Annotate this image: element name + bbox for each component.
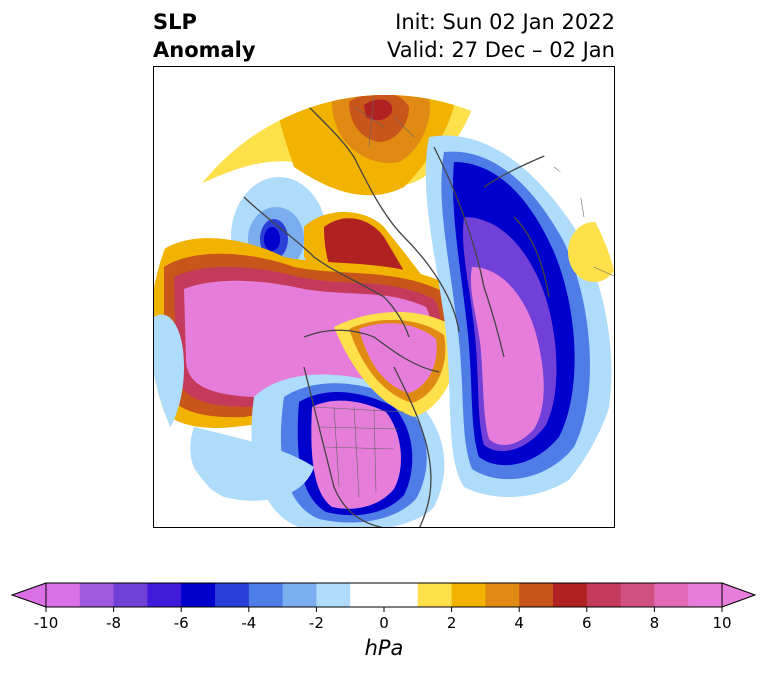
colorbar-tick-label: 8 xyxy=(649,614,660,632)
colorbar-unit: hPa xyxy=(364,636,404,660)
colorbar-tick-label: -4 xyxy=(241,614,257,632)
colorbar-tick-label: 2 xyxy=(446,614,457,632)
colorbar-min-extend xyxy=(10,582,47,608)
colorbar-segment xyxy=(282,583,317,607)
colorbar-tick-label: -6 xyxy=(173,614,189,632)
colorbar-segment xyxy=(654,583,689,607)
anomaly-field xyxy=(154,95,614,527)
colorbar-segment xyxy=(350,583,385,607)
north-america-low-core xyxy=(311,400,401,509)
colorbar xyxy=(10,582,757,612)
date-block: Init: Sun 02 Jan 2022 Valid: 27 Dec – 02… xyxy=(387,8,615,64)
colorbar-tick-label: 0 xyxy=(379,614,389,632)
colorbar-segment xyxy=(384,583,419,607)
colorbar-segment xyxy=(688,583,723,607)
colorbar-tick-label: -8 xyxy=(106,614,122,632)
colorbar-segment xyxy=(248,583,284,607)
colorbar-tick-label: -2 xyxy=(308,614,324,632)
title-block: SLP Anomaly xyxy=(153,8,256,64)
colorbar-segment xyxy=(620,583,655,607)
colorbar-tick-label: 4 xyxy=(514,614,524,632)
colorbar-segment xyxy=(181,583,216,607)
colorbar-segment xyxy=(519,583,554,607)
colorbar-tick-label: 6 xyxy=(582,614,592,632)
anomaly-map xyxy=(153,66,615,528)
colorbar-segment xyxy=(417,583,453,607)
colorbar-segment xyxy=(79,583,115,607)
colorbar-segment xyxy=(46,583,81,607)
atlantic-low-core xyxy=(470,267,544,445)
init-date: Init: Sun 02 Jan 2022 xyxy=(395,10,615,34)
colorbar-segment xyxy=(451,583,486,607)
map-canvas xyxy=(154,95,614,527)
colorbar-segment xyxy=(215,583,250,607)
colorbar-max-extend xyxy=(721,582,757,608)
colorbar-segment xyxy=(113,583,148,607)
variable-title: SLP xyxy=(153,10,197,34)
colorbar-segment xyxy=(586,583,622,607)
colorbar-segment xyxy=(485,583,520,607)
colorbar-tick-label: 10 xyxy=(712,614,732,632)
valid-range: Valid: 27 Dec – 02 Jan xyxy=(386,38,615,62)
colorbar-segment xyxy=(147,583,182,607)
colorbar-segment xyxy=(553,583,588,607)
anomaly-subtitle: Anomaly xyxy=(153,38,256,62)
colorbar-tick-label: -10 xyxy=(33,614,59,632)
colorbar-segment xyxy=(316,583,351,607)
